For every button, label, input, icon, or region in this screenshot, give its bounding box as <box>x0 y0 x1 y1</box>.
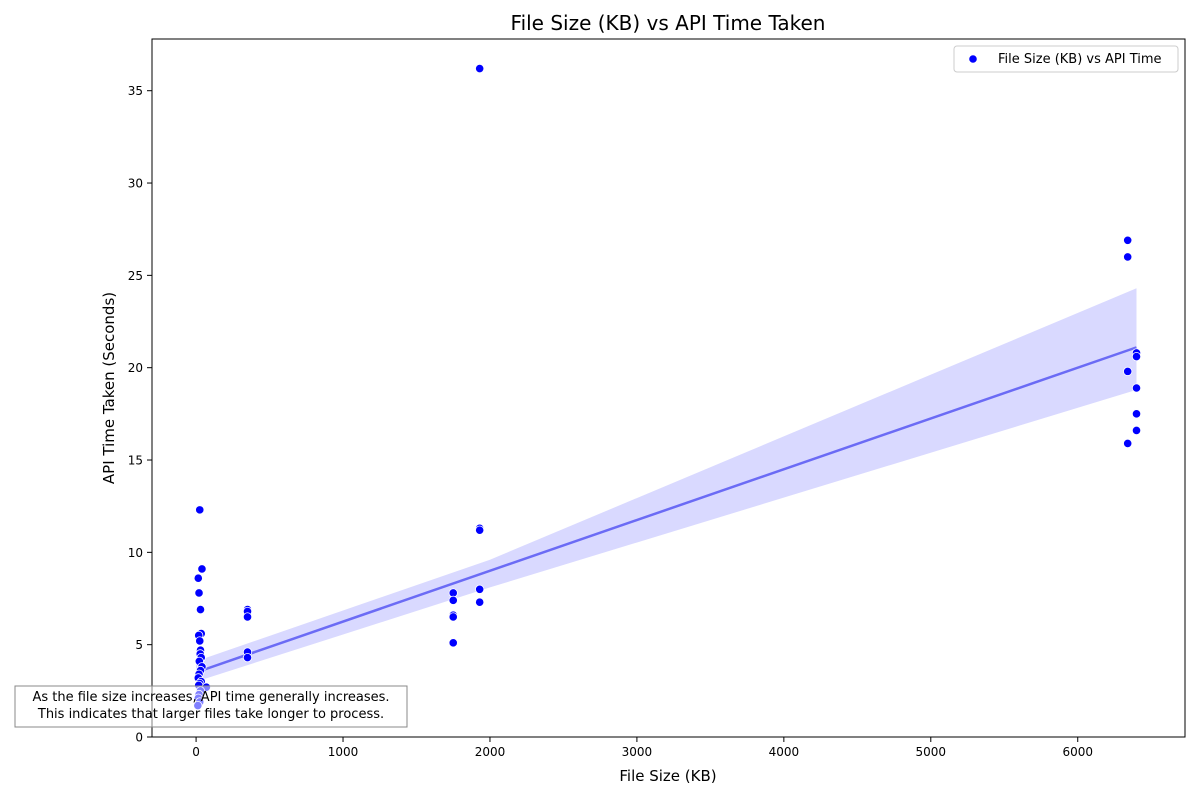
regression-line-layer <box>195 346 1137 674</box>
y-tick-label: 20 <box>128 361 143 375</box>
data-point <box>475 584 485 594</box>
confidence-band-layer <box>196 288 1137 682</box>
x-tick-label: 2000 <box>475 745 506 759</box>
regression-line <box>195 346 1137 674</box>
data-point <box>193 573 203 583</box>
annotation-box: As the file size increases, API time gen… <box>14 685 408 728</box>
legend-label: File Size (KB) vs API Time <box>998 52 1162 67</box>
data-point <box>475 63 485 74</box>
y-tick-label: 25 <box>128 269 143 283</box>
y-axis-label: API Time Taken (Seconds) <box>100 292 118 484</box>
legend-marker <box>968 54 978 64</box>
annotation-frame <box>14 685 408 728</box>
annotation-text: As the file size increases, API time gen… <box>32 690 389 722</box>
x-tick-label: 4000 <box>769 745 800 759</box>
data-point <box>1131 352 1142 362</box>
y-tick-label: 5 <box>135 638 143 652</box>
data-point <box>197 564 207 574</box>
data-point <box>448 595 458 605</box>
annotation-line: This indicates that larger files take lo… <box>37 707 384 722</box>
x-tick-label: 3000 <box>622 745 653 759</box>
chart-title: File Size (KB) vs API Time Taken <box>511 11 826 35</box>
data-point <box>1131 409 1142 419</box>
data-point <box>475 525 485 535</box>
data-point <box>1123 366 1133 376</box>
data-point <box>1123 252 1133 262</box>
legend-box <box>953 45 1179 73</box>
legend: File Size (KB) vs API Time <box>953 45 1179 73</box>
y-tick-label: 0 <box>135 731 143 745</box>
annotation-line: As the file size increases, API time gen… <box>32 690 389 705</box>
y-tick-label: 35 <box>128 84 143 98</box>
x-axis-label: File Size (KB) <box>619 767 716 785</box>
x-tick-label: 1000 <box>328 745 359 759</box>
data-point <box>242 612 253 622</box>
data-point <box>195 636 205 646</box>
data-point <box>242 652 253 663</box>
data-point <box>1131 425 1142 436</box>
y-tick-label: 10 <box>128 546 143 560</box>
data-point <box>475 597 485 607</box>
data-point <box>1131 383 1142 393</box>
y-tick-label: 15 <box>128 454 143 468</box>
x-tick-label: 6000 <box>1062 745 1093 759</box>
data-point <box>1123 235 1133 245</box>
data-point <box>448 638 458 648</box>
y-axis-ticks: 0 5 10 15 20 25 30 35 <box>128 84 152 745</box>
data-point <box>195 505 205 515</box>
data-point <box>195 604 206 615</box>
x-axis-ticks: 0 1000 2000 3000 4000 5000 6000 <box>192 737 1093 759</box>
data-point <box>194 588 204 598</box>
data-point <box>448 612 458 622</box>
x-tick-label: 5000 <box>916 745 947 759</box>
confidence-band <box>196 288 1137 682</box>
x-tick-label: 0 <box>192 745 200 759</box>
plot-area-frame <box>151 38 1186 738</box>
data-point <box>1123 438 1133 448</box>
y-tick-label: 30 <box>128 177 143 191</box>
